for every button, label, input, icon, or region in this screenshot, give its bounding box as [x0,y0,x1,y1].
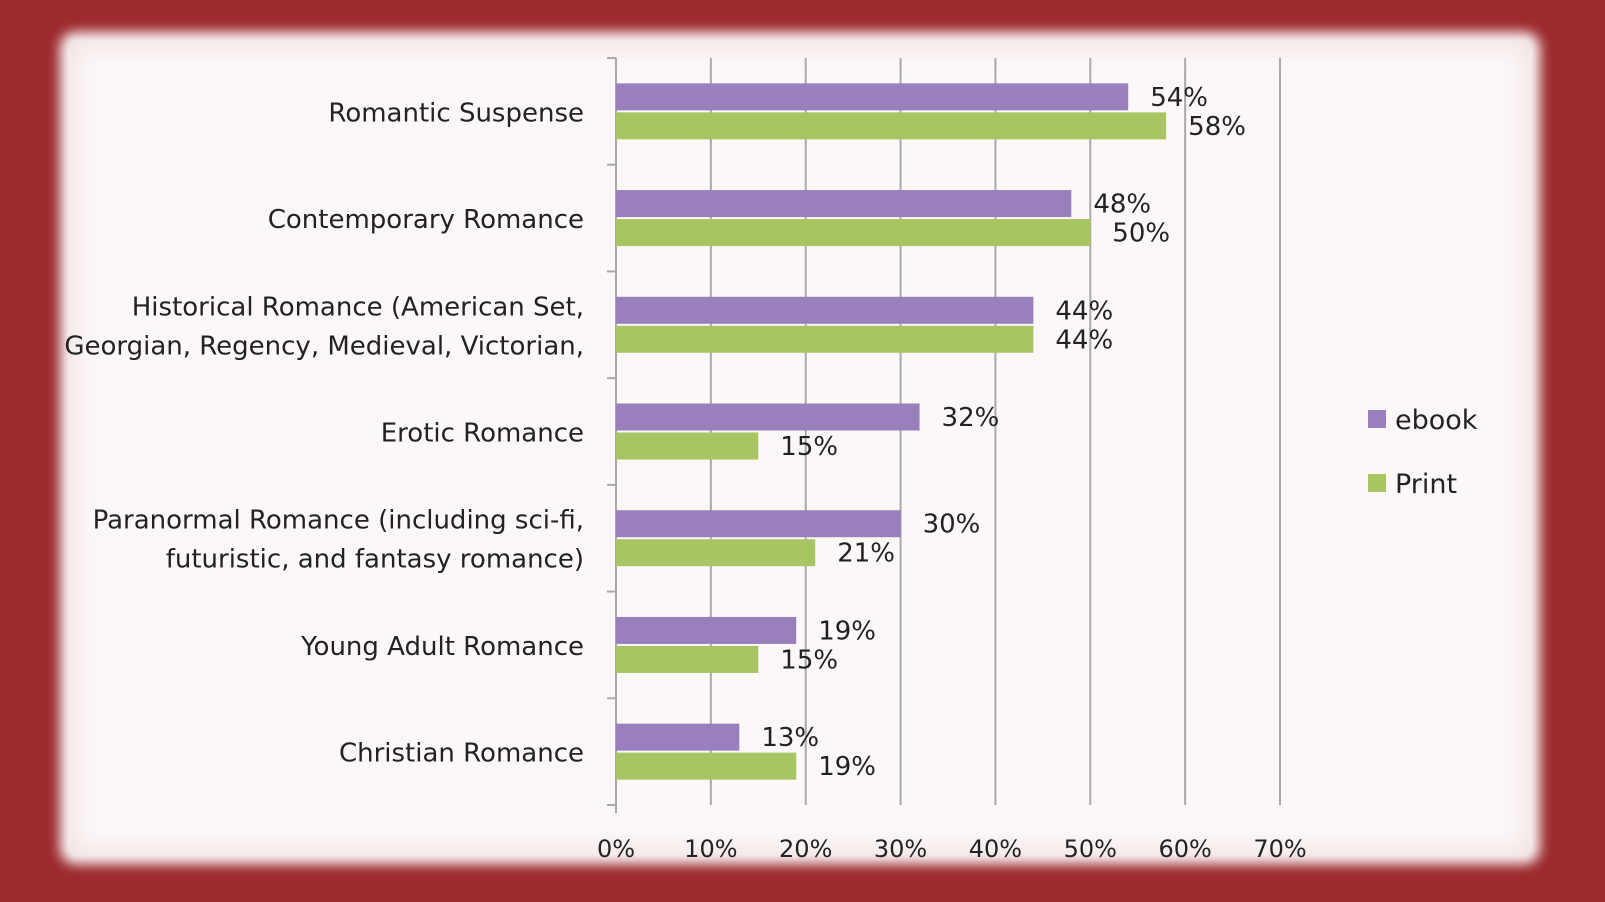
data-label-ebook-4: 32% [942,403,1000,433]
bar-print-6 [616,645,759,673]
x-tick-label: 20% [779,835,832,863]
bar-ebook-5 [616,510,901,538]
bar-print-1 [616,112,1167,140]
bar-ebook-3 [616,296,1034,324]
x-tick-label: 70% [1253,835,1306,863]
bars: 54%58%48%50%44%44%32%15%30%21%19%15%13%1… [616,83,1246,782]
x-tick-label: 60% [1158,835,1211,863]
data-label-ebook-1: 54% [1150,83,1208,113]
category-label: Romantic Suspense [328,98,584,128]
category-label: Contemporary Romance [268,205,584,235]
legend-swatch-print [1368,474,1386,492]
bar-print-7 [616,752,797,780]
x-tick-label: 10% [684,835,737,863]
data-label-ebook-5: 30% [923,510,981,540]
data-label-ebook-7: 13% [761,723,819,753]
category-label: Young Adult Romance [300,632,584,662]
legend-label-ebook: ebook [1395,405,1478,436]
legend-label-print: Print [1395,469,1457,500]
bar-print-3 [616,325,1034,353]
category-label: Christian Romance [339,739,584,769]
x-tick-label: 40% [969,835,1022,863]
bar-print-5 [616,539,816,567]
gridlines [607,57,1281,813]
data-label-print-7: 19% [818,752,876,782]
category-label: futuristic, and fantasy romance) [166,545,584,575]
bar-print-2 [616,219,1091,247]
bar-ebook-4 [616,403,920,431]
data-label-print-3: 44% [1055,325,1113,355]
category-label: Georgian, Regency, Medieval, Victorian, [64,331,584,361]
bar-ebook-6 [616,616,797,644]
category-label: Paranormal Romance (including sci-fi, [93,506,584,536]
data-label-print-5: 21% [837,539,895,569]
bar-ebook-1 [616,83,1129,111]
x-tick-label: 50% [1064,835,1117,863]
data-label-ebook-6: 19% [818,616,876,646]
paper-background [70,42,1530,854]
bar-ebook-7 [616,723,740,751]
x-tick-labels: 0% 10% 20% 30% 40% 50% 60% 70% [597,835,1307,863]
data-label-print-1: 58% [1188,112,1246,142]
category-label: Erotic Romance [381,419,584,449]
data-label-print-2: 50% [1112,219,1170,249]
data-label-print-6: 15% [780,645,838,675]
legend: ebook Print [1368,405,1478,500]
category-labels: Romantic Suspense Contemporary Romance His… [64,98,584,768]
x-tick-label: 30% [874,835,927,863]
bar-print-4 [616,432,759,460]
data-label-ebook-2: 48% [1093,190,1151,220]
data-label-ebook-3: 44% [1055,296,1113,326]
x-tick-label: 0% [597,835,635,863]
bar-ebook-2 [616,190,1072,218]
legend-swatch-ebook [1368,410,1386,428]
data-label-print-4: 15% [780,432,838,462]
category-label: Historical Romance (American Set, [132,292,584,322]
